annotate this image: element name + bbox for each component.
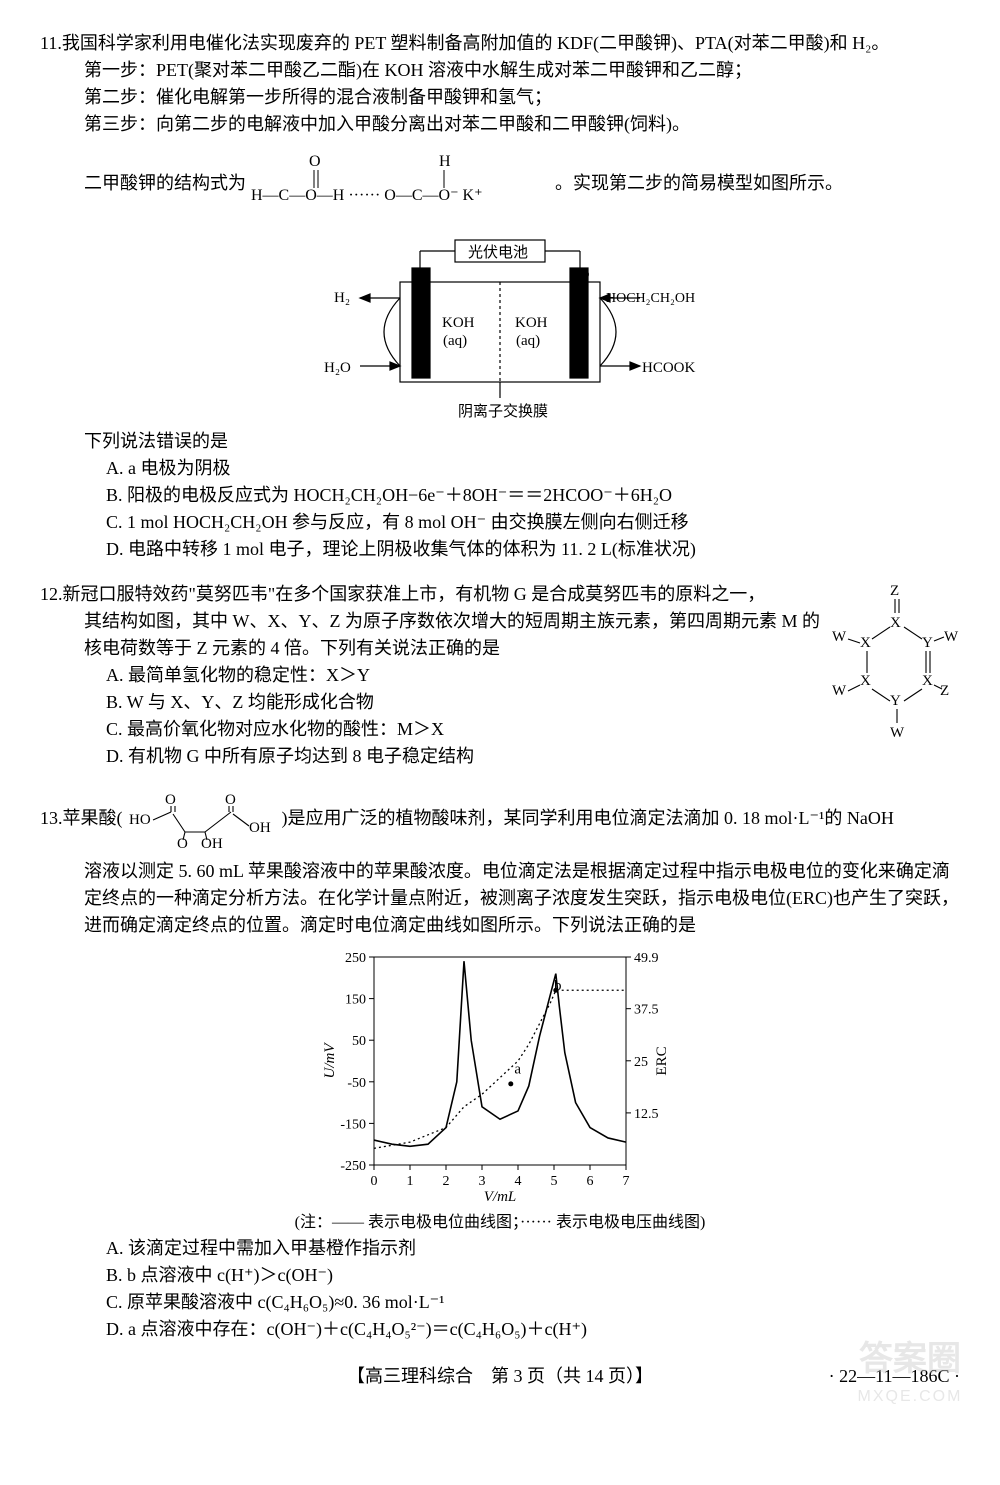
q11-num: 11. [40, 33, 62, 53]
svg-text:W: W [832, 683, 847, 699]
q12-opt-a: A. 最简单氢化物的稳定性：X＞Y [40, 662, 960, 689]
svg-text:Z: Z [940, 683, 949, 699]
svg-text:2: 2 [443, 1174, 450, 1189]
svg-text:O: O [165, 792, 176, 808]
svg-text:4: 4 [515, 1174, 522, 1189]
q11-opt-a: A. a 电极为阴极 [40, 455, 960, 482]
svg-text:7: 7 [623, 1174, 630, 1189]
q13-opt-a: A. 该滴定过程中需加入甲基橙作指示剂 [40, 1235, 960, 1262]
svg-text:-250: -250 [340, 1159, 366, 1174]
svg-text:3: 3 [479, 1174, 486, 1189]
question-12: Z X X Y X X Y W W W Z W 12.新冠口服特效药"莫努匹韦"… [40, 581, 960, 770]
svg-text:(aq): (aq) [516, 333, 540, 349]
watermark-big: 答案圈 [840, 1334, 980, 1385]
q13-opt-c: C. 原苹果酸溶液中 c(C₄H₆O₅)≈0. 36 mol·L⁻¹ [40, 1289, 960, 1316]
q12-stem: 12.新冠口服特效药"莫努匹韦"在多个国家获准上市，有机物 G 是合成莫努匹韦的… [40, 581, 960, 608]
svg-text:光伏电池: 光伏电池 [468, 244, 528, 261]
svg-text:X: X [860, 635, 871, 651]
q11-opt-d: D. 电路中转移 1 mol 电子，理论上阴极收集气体的体积为 11. 2 L(… [40, 536, 960, 563]
q12-l2: 其结构如图，其中 W、X、Y、Z 为原子序数依次增大的短周期主族元素，第四周期元… [40, 608, 960, 635]
svg-text:KOH: KOH [442, 315, 475, 331]
q12-l1: 新冠口服特效药"莫努匹韦"在多个国家获准上市，有机物 G 是合成莫努匹韦的原料之… [63, 584, 766, 604]
q12-num: 12. [40, 584, 63, 604]
q11-step3: 第三步：向第二步的电解液中加入甲酸分离出对苯二甲酸和二甲酸钾(饲料)。 [40, 111, 960, 138]
footer-mid: 【高三理科综合 第 3 页（共 14 页）】 [40, 1363, 960, 1390]
kdf-structure-diagram: O H H—C—O—H ······ O—C—O⁻ K⁺ [251, 150, 551, 220]
q11-step1: 第一步：PET(聚对苯二甲酸乙二酯)在 KOH 溶液中水解生成对苯二甲酸钾和乙二… [40, 57, 960, 84]
q13-opt-b: B. b 点溶液中 c(H⁺)＞c(OH⁻) [40, 1262, 960, 1289]
svg-text:49.9: 49.9 [634, 951, 659, 966]
svg-text:O: O [225, 792, 236, 808]
q12-l3: 核电荷数等于 Z 元素的 4 倍。下列有关说法正确的是 [40, 635, 960, 662]
svg-text:X: X [890, 615, 901, 631]
titration-curve-chart: 0 1 2 3 4 5 6 7 -250 -150 -50 50 150 250 12.5 25 37.5 49.… [320, 945, 680, 1205]
q11-prompt: 下列说法错误的是 [40, 428, 960, 455]
q11-struct-label-r: 。实现第二步的简易模型如图所示。 [555, 173, 843, 193]
svg-text:250: 250 [345, 951, 366, 966]
svg-text:O: O [309, 153, 321, 170]
svg-text:W: W [944, 629, 959, 645]
svg-text:0: 0 [371, 1174, 378, 1189]
question-11: 11.我国科学家利用电催化法实现废弃的 PET 塑料制备高附加值的 KDF(二甲… [40, 30, 960, 563]
svg-text:5: 5 [551, 1174, 558, 1189]
svg-text:KOH: KOH [515, 315, 548, 331]
malic-acid-structure: HO O O OH O OH [127, 788, 277, 852]
svg-text:X: X [860, 673, 871, 689]
svg-text:O: O [177, 836, 188, 852]
q11-stem-text: 我国科学家利用电催化法实现废弃的 PET 塑料制备高附加值的 KDF(二甲酸钾)… [62, 33, 890, 53]
svg-text:-150: -150 [340, 1117, 366, 1132]
svg-text:HOCH₂CH₂OH: HOCH₂CH₂OH [606, 291, 695, 306]
q12-opt-b: B. W 与 X、Y、Z 均能形成化合物 [40, 689, 960, 716]
q12-opt-d: D. 有机物 G 中所有原子均达到 8 电子稳定结构 [40, 743, 960, 770]
watermark-small: MXQE.COM [840, 1385, 980, 1409]
svg-text:ERC: ERC [654, 1046, 670, 1075]
q13-stem-l: 苹果酸( [63, 808, 123, 828]
q13-stem: 13.苹果酸( HO O O OH O OH )是 [40, 788, 960, 852]
svg-text:W: W [832, 629, 847, 645]
svg-text:37.5: 37.5 [634, 1003, 659, 1018]
svg-text:X: X [922, 673, 933, 689]
svg-text:a: a [514, 1061, 521, 1077]
electrolysis-cell-diagram: 光伏电池 a b KOH (aq) KOH (aq) H₂ [290, 232, 710, 422]
question-13: 13.苹果酸( HO O O OH O OH )是 [40, 788, 960, 1343]
q13-opt-d: D. a 点溶液中存在：c(OH⁻)＋c(C₄H₄O₅²⁻)＝c(C₄H₆O₅)… [40, 1316, 960, 1343]
q11-opt-b: B. 阳极的电极反应式为 HOCH₂CH₂OH−6e⁻＋8OH⁻＝＝2HCOO⁻… [40, 482, 960, 509]
svg-text:Y: Y [890, 693, 901, 709]
svg-text:6: 6 [587, 1174, 594, 1189]
svg-text:H₂: H₂ [334, 290, 350, 306]
svg-text:25: 25 [634, 1055, 648, 1070]
q13-stem-r: )是应用广泛的植物酸味剂，某同学利用电位滴定法滴加 0. 18 mol·L⁻¹的… [282, 808, 894, 828]
q13-p2: 溶液以测定 5. 60 mL 苹果酸溶液中的苹果酸浓度。电位滴定法是根据滴定过程… [40, 858, 960, 939]
svg-text:W: W [890, 725, 905, 741]
svg-text:OH: OH [249, 820, 271, 836]
svg-text:HCOOK: HCOOK [642, 360, 696, 376]
svg-text:H—C—O—H ······ O—C—O⁻ K⁺: H—C—O—H ······ O—C—O⁻ K⁺ [251, 187, 483, 204]
svg-text:V/mL: V/mL [484, 1189, 517, 1205]
svg-text:12.5: 12.5 [634, 1107, 659, 1122]
svg-text:Y: Y [922, 635, 933, 651]
q11-step2: 第二步：催化电解第一步所得的混合液制备甲酸钾和氢气； [40, 84, 960, 111]
q13-num: 13. [40, 808, 63, 828]
svg-text:U/mV: U/mV [322, 1042, 338, 1079]
svg-text:1: 1 [407, 1174, 414, 1189]
q12-structure-diagram: Z X X Y X X Y W W W Z W [830, 581, 960, 751]
q13-legend: (注：—— 表示电极电位曲线图；······ 表示电极电压曲线图) [40, 1211, 960, 1235]
q11-opt-c: C. 1 mol HOCH₂CH₂OH 参与反应，有 8 mol OH⁻ 由交换… [40, 509, 960, 536]
q11-stem: 11.我国科学家利用电催化法实现废弃的 PET 塑料制备高附加值的 KDF(二甲… [40, 30, 960, 57]
watermark: 答案圈 MXQE.COM [840, 1334, 980, 1409]
page-footer: 【高三理科综合 第 3 页（共 14 页）】 · 22—11—186C · 答案… [40, 1363, 960, 1403]
q11-kdf-line: 二甲酸钾的结构式为 O H H—C—O—H ······ O—C—O⁻ K⁺ 。实… [40, 144, 960, 226]
svg-text:-50: -50 [347, 1076, 366, 1091]
q11-struct-label-l: 二甲酸钾的结构式为 [84, 173, 246, 193]
svg-text:50: 50 [352, 1034, 366, 1049]
q12-opt-c: C. 最高价氧化物对应水化物的酸性：M＞X [40, 716, 960, 743]
svg-text:H₂O: H₂O [324, 360, 351, 376]
svg-text:OH: OH [201, 836, 223, 852]
svg-text:150: 150 [345, 993, 366, 1008]
svg-text:(aq): (aq) [443, 333, 467, 349]
svg-text:HO: HO [129, 812, 151, 828]
svg-text:H: H [439, 153, 451, 170]
svg-text:阴离子交换膜: 阴离子交换膜 [458, 402, 548, 420]
svg-text:Z: Z [890, 583, 899, 599]
